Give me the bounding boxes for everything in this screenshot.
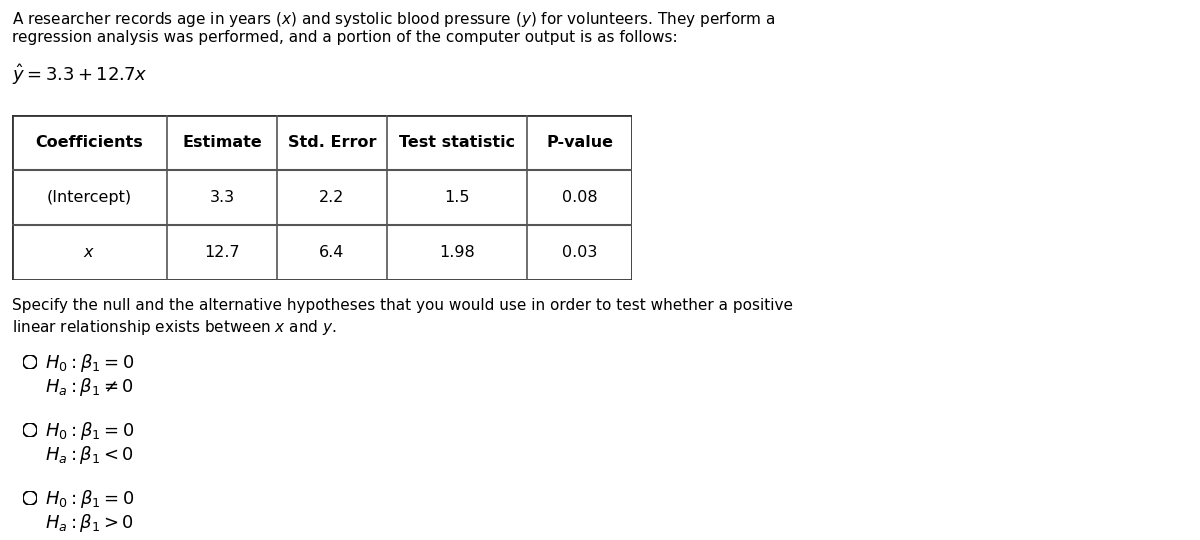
Text: A researcher records age in years ($x$) and systolic blood pressure ($y$) for vo: A researcher records age in years ($x$) … bbox=[12, 10, 775, 29]
Text: $H_a: \beta_1 < 0$: $H_a: \beta_1 < 0$ bbox=[46, 444, 134, 466]
Text: regression analysis was performed, and a portion of the computer output is as fo: regression analysis was performed, and a… bbox=[12, 30, 678, 45]
Text: linear relationship exists between $x$ and $y$.: linear relationship exists between $x$ a… bbox=[12, 318, 337, 337]
Text: 1.98: 1.98 bbox=[439, 245, 475, 260]
Text: 0.03: 0.03 bbox=[562, 245, 598, 260]
Text: Estimate: Estimate bbox=[182, 135, 262, 150]
Text: Std. Error: Std. Error bbox=[288, 135, 377, 150]
Ellipse shape bbox=[23, 355, 37, 369]
Text: 6.4: 6.4 bbox=[319, 245, 344, 260]
Text: 12.7: 12.7 bbox=[204, 245, 240, 260]
Text: $H_0: \beta_1 = 0$: $H_0: \beta_1 = 0$ bbox=[46, 352, 134, 374]
Text: $H_0: \beta_1 = 0$: $H_0: \beta_1 = 0$ bbox=[46, 420, 134, 442]
Text: $\hat{y} = 3.3 + 12.7x$: $\hat{y} = 3.3 + 12.7x$ bbox=[12, 62, 148, 87]
Text: 0.08: 0.08 bbox=[562, 190, 598, 205]
Text: 3.3: 3.3 bbox=[210, 190, 234, 205]
Text: $x$: $x$ bbox=[84, 245, 96, 260]
Ellipse shape bbox=[23, 423, 37, 437]
Text: P-value: P-value bbox=[546, 135, 613, 150]
Text: Test statistic: Test statistic bbox=[398, 135, 515, 150]
Text: Specify the null and the alternative hypotheses that you would use in order to t: Specify the null and the alternative hyp… bbox=[12, 298, 793, 313]
Text: (Intercept): (Intercept) bbox=[47, 190, 132, 205]
Text: $H_0: \beta_1 = 0$: $H_0: \beta_1 = 0$ bbox=[46, 488, 134, 510]
Text: $H_a: \beta_1 > 0$: $H_a: \beta_1 > 0$ bbox=[46, 512, 134, 534]
Text: Coefficients: Coefficients bbox=[36, 135, 143, 150]
Text: $H_a: \beta_1 \neq 0$: $H_a: \beta_1 \neq 0$ bbox=[46, 376, 134, 398]
Text: 1.5: 1.5 bbox=[444, 190, 469, 205]
Ellipse shape bbox=[23, 491, 37, 505]
Text: 2.2: 2.2 bbox=[319, 190, 344, 205]
